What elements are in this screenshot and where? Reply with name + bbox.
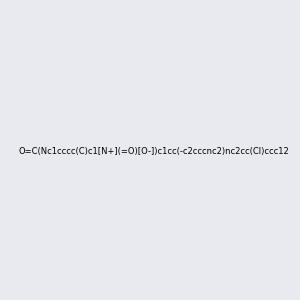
Text: O=C(Nc1cccc(C)c1[N+](=O)[O-])c1cc(-c2cccnc2)nc2cc(Cl)ccc12: O=C(Nc1cccc(C)c1[N+](=O)[O-])c1cc(-c2ccc… bbox=[18, 147, 289, 156]
